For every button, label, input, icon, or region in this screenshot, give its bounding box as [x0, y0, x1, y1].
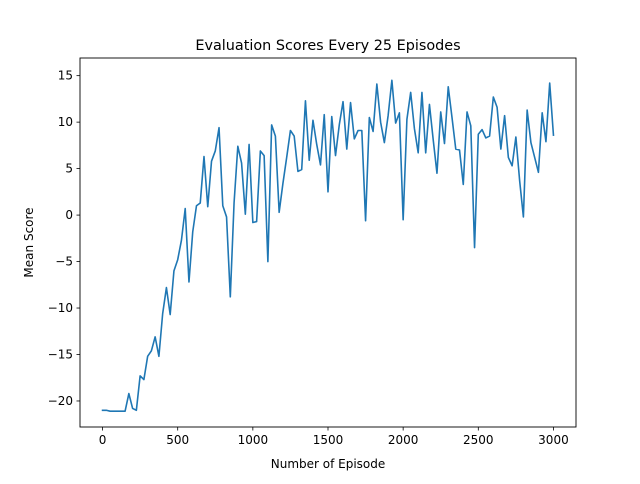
series-line [101, 79, 555, 413]
y-tick-label: 15 [58, 69, 73, 83]
x-tick-label: 2500 [463, 433, 494, 447]
y-tick-label: 10 [58, 115, 73, 129]
axes-frame [79, 57, 577, 428]
x-tick-label: 500 [166, 433, 189, 447]
y-tick-label: 0 [65, 208, 73, 222]
x-axis-label: Number of Episode [271, 457, 386, 471]
y-tick-label: −5 [55, 255, 73, 269]
y-tick-label: −10 [48, 301, 73, 315]
chart-title: Evaluation Scores Every 25 Episodes [195, 38, 460, 54]
x-tick-label: 0 [99, 433, 107, 447]
y-tick-label: −15 [48, 348, 73, 362]
y-axis-ticks: −20 −15 −10 −5 0 5 10 15 [48, 69, 80, 408]
y-axis-label: Mean Score [22, 207, 36, 277]
plot-area [101, 79, 555, 413]
y-tick-label: 5 [65, 162, 73, 176]
x-tick-label: 2000 [388, 433, 419, 447]
x-axis-ticks: 0 500 1000 1500 2000 2500 3000 [99, 427, 569, 447]
y-tick-label: −20 [48, 394, 73, 408]
x-tick-label: 3000 [538, 433, 569, 447]
x-tick-label: 1000 [238, 433, 269, 447]
x-tick-label: 1500 [313, 433, 344, 447]
